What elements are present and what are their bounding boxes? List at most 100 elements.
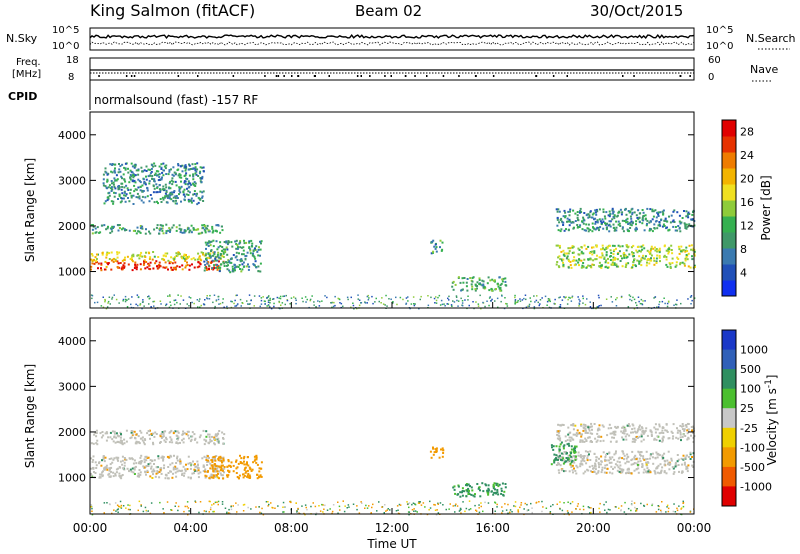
- power-cell: [687, 211, 690, 214]
- velocity-cell: [218, 477, 220, 480]
- velocity-cell: [411, 509, 414, 511]
- velocity-cell: [105, 439, 108, 442]
- velocity-cell: [559, 501, 561, 503]
- power-cell: [594, 220, 597, 223]
- velocity-cell: [555, 464, 558, 466]
- velocity-cell: [123, 457, 126, 459]
- power-cell: [605, 259, 608, 262]
- velocity-cell: [408, 511, 411, 513]
- velocity-cell: [221, 461, 223, 464]
- power-cell: [661, 210, 664, 213]
- power-colorbar-label: Power [dB]: [759, 175, 773, 240]
- power-cell: [366, 302, 368, 304]
- velocity-cell: [176, 430, 179, 433]
- power-cell: [184, 183, 187, 186]
- velocity-cell: [95, 464, 98, 467]
- power-cell: [196, 266, 199, 269]
- velocity-cell: [682, 433, 685, 436]
- velocity-colorbar-swatch: [722, 427, 736, 448]
- freq-label-top: Freq.: [16, 57, 41, 68]
- velocity-cell: [337, 512, 339, 514]
- power-cell: [598, 296, 600, 299]
- velocity-cell: [170, 509, 172, 511]
- velocity-cell: [568, 513, 570, 516]
- velocity-cell: [579, 439, 582, 442]
- power-cell: [564, 211, 567, 214]
- velocity-cell: [249, 468, 252, 471]
- velocity-cell: [581, 459, 584, 462]
- velocity-cell: [681, 428, 684, 431]
- power-cell: [169, 180, 172, 183]
- velocity-cell: [598, 463, 600, 466]
- power-cell: [471, 280, 474, 283]
- power-cell: [254, 257, 257, 260]
- velocity-cell: [189, 467, 192, 470]
- velocity-cell: [170, 455, 173, 458]
- velocity-cell: [151, 477, 154, 479]
- power-cell: [641, 303, 643, 305]
- velocity-cell: [665, 423, 668, 426]
- velocity-cell: [641, 427, 644, 430]
- power-cell: [135, 196, 138, 199]
- power-cell: [198, 257, 201, 260]
- velocity-cell: [215, 474, 218, 477]
- velocity-cell: [138, 500, 141, 503]
- power-cell: [164, 261, 167, 264]
- power-cell: [567, 252, 570, 255]
- power-cell: [260, 297, 263, 299]
- velocity-cell: [115, 510, 117, 512]
- power-cell: [185, 193, 188, 196]
- velocity-cell: [213, 455, 216, 458]
- velocity-cell: [584, 424, 587, 427]
- power-cell: [446, 303, 448, 305]
- power-cell: [675, 303, 678, 306]
- power-cell: [564, 215, 567, 218]
- velocity-cell: [115, 432, 118, 435]
- power-cell: [169, 187, 172, 190]
- power-cell: [684, 225, 687, 228]
- velocity-cell: [574, 433, 577, 436]
- velocity-cell: [661, 437, 664, 440]
- power-cell: [238, 242, 241, 245]
- power-cell: [145, 261, 148, 263]
- power-cell: [182, 191, 185, 194]
- velocity-cell: [137, 509, 139, 512]
- velocity-cell: [577, 451, 580, 454]
- velocity-cell: [662, 435, 665, 438]
- power-cell: [636, 304, 638, 307]
- power-cell: [139, 303, 142, 305]
- velocity-cell: [655, 511, 658, 513]
- velocity-cell: [613, 436, 615, 439]
- velocity-cell: [183, 474, 185, 477]
- power-cell: [557, 265, 560, 268]
- power-cell: [192, 174, 195, 177]
- power-cell: [667, 252, 670, 255]
- velocity-cell: [650, 433, 653, 436]
- power-cell: [132, 176, 135, 179]
- power-cell: [235, 247, 238, 250]
- velocity-cell: [687, 428, 690, 431]
- power-cell: [593, 250, 596, 253]
- power-cell: [525, 306, 528, 308]
- power-cell: [630, 224, 633, 227]
- power-cell: [156, 265, 158, 268]
- power-cell: [613, 262, 616, 265]
- power-cell: [200, 181, 203, 184]
- velocity-cell: [635, 510, 637, 512]
- velocity-cell: [621, 471, 624, 474]
- velocity-cell: [140, 504, 142, 506]
- power-cell: [97, 262, 100, 265]
- power-cell: [668, 248, 671, 251]
- velocity-cell: [492, 483, 495, 486]
- power-cell: [175, 226, 178, 229]
- power-cell: [133, 179, 136, 182]
- velocity-cell: [569, 459, 572, 462]
- velocity-cell: [253, 459, 256, 462]
- power-cell: [587, 245, 590, 248]
- power-cell: [145, 175, 147, 178]
- power-cell: [238, 252, 240, 255]
- velocity-cell: [465, 495, 468, 498]
- velocity-cell: [520, 502, 523, 504]
- power-cell: [388, 298, 390, 300]
- power-cell: [272, 298, 274, 300]
